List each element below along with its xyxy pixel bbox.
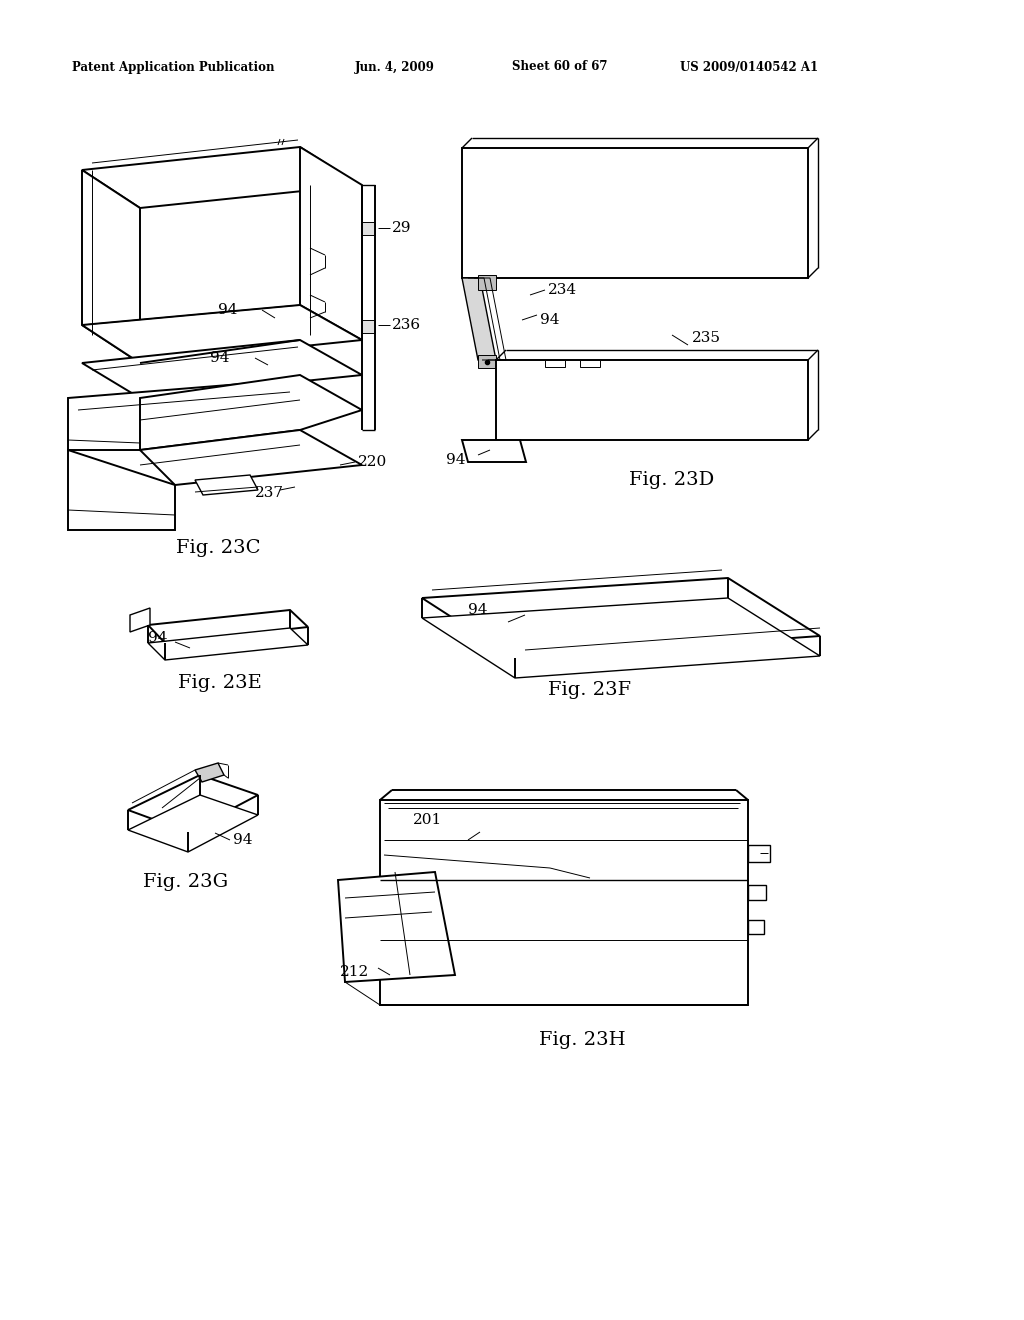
Text: 94: 94 — [148, 631, 168, 645]
Polygon shape — [580, 360, 600, 367]
Text: 94: 94 — [218, 304, 238, 317]
Polygon shape — [130, 609, 150, 632]
Polygon shape — [148, 628, 308, 660]
Polygon shape — [362, 319, 375, 333]
Text: Fig. 23G: Fig. 23G — [143, 873, 228, 891]
Text: US 2009/0140542 A1: US 2009/0140542 A1 — [680, 61, 818, 74]
Polygon shape — [82, 305, 362, 363]
Text: 94: 94 — [233, 833, 253, 847]
Polygon shape — [338, 873, 455, 982]
Text: 234: 234 — [548, 282, 578, 297]
Polygon shape — [195, 475, 258, 495]
Polygon shape — [68, 450, 175, 531]
Text: 94: 94 — [468, 603, 487, 616]
Polygon shape — [478, 355, 496, 368]
Text: 237: 237 — [255, 486, 284, 500]
Polygon shape — [82, 170, 140, 363]
Polygon shape — [148, 610, 308, 643]
Polygon shape — [140, 375, 362, 450]
Polygon shape — [462, 279, 496, 360]
Polygon shape — [362, 222, 375, 235]
Polygon shape — [82, 341, 362, 399]
Polygon shape — [422, 598, 820, 678]
Text: 236: 236 — [392, 318, 421, 333]
Text: 220: 220 — [358, 455, 387, 469]
Text: 94: 94 — [210, 351, 229, 366]
Polygon shape — [478, 275, 496, 290]
Polygon shape — [300, 147, 362, 341]
Text: 29: 29 — [392, 220, 412, 235]
Polygon shape — [748, 884, 766, 900]
Polygon shape — [140, 430, 362, 484]
Polygon shape — [496, 360, 808, 440]
Text: Fig. 23D: Fig. 23D — [630, 471, 715, 488]
Polygon shape — [68, 380, 300, 450]
Text: Fig. 23E: Fig. 23E — [178, 675, 262, 692]
Text: Patent Application Publication: Patent Application Publication — [72, 61, 274, 74]
Text: 212: 212 — [340, 965, 370, 979]
Text: Fig. 23F: Fig. 23F — [549, 681, 632, 700]
Text: Jun. 4, 2009: Jun. 4, 2009 — [355, 61, 435, 74]
Polygon shape — [462, 440, 526, 462]
Polygon shape — [195, 763, 224, 781]
Polygon shape — [748, 920, 764, 935]
Text: 94: 94 — [446, 453, 466, 467]
Text: Fig. 23C: Fig. 23C — [176, 539, 260, 557]
Text: 94: 94 — [540, 313, 559, 327]
Polygon shape — [422, 578, 820, 657]
Text: Sheet 60 of 67: Sheet 60 of 67 — [512, 61, 607, 74]
Polygon shape — [82, 147, 360, 209]
Text: 235: 235 — [692, 331, 721, 345]
Polygon shape — [748, 845, 770, 862]
Polygon shape — [545, 360, 565, 367]
Text: Fig. 23H: Fig. 23H — [539, 1031, 626, 1049]
Polygon shape — [462, 148, 808, 279]
Polygon shape — [380, 800, 748, 1005]
Polygon shape — [128, 775, 258, 832]
Polygon shape — [128, 795, 258, 851]
Text: 201: 201 — [413, 813, 442, 828]
